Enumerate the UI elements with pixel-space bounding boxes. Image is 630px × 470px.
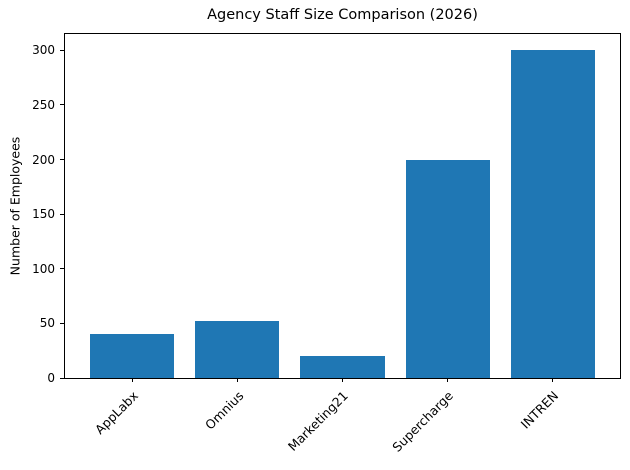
- y-tick-label: 250: [32, 97, 55, 112]
- y-tick-label: 300: [32, 43, 55, 58]
- y-tick-mark: [60, 159, 64, 161]
- y-tick-mark: [60, 377, 64, 379]
- x-tick-label: Omnius: [201, 388, 246, 433]
- bar-supercharge: [405, 159, 490, 378]
- bar-intren: [510, 50, 595, 378]
- x-tick-label: INTREN: [517, 388, 562, 432]
- bar-applabx: [90, 334, 175, 378]
- bar-omnius: [195, 321, 280, 378]
- y-tick-label: 200: [32, 152, 55, 167]
- x-tick-label: Supercharge: [389, 388, 457, 455]
- y-tick-label: 0: [47, 371, 55, 385]
- y-tick-label: 150: [32, 207, 55, 222]
- x-tick-mark: [236, 378, 238, 382]
- x-tick-label: Marketing21: [285, 388, 352, 454]
- y-axis-label: Number of Employees: [7, 136, 23, 276]
- x-tick-mark: [131, 378, 133, 382]
- x-tick-mark: [552, 378, 554, 382]
- y-tick-mark: [60, 268, 64, 270]
- chart-title: Agency Staff Size Comparison (2026): [207, 7, 478, 23]
- bar-marketing21: [300, 356, 385, 378]
- plot-area: 0 50 100 150 200 250 300 AppLabx Omnius Marketing…: [32, 33, 621, 455]
- x-tick-mark: [447, 378, 449, 382]
- y-tick-label: 100: [32, 261, 55, 276]
- x-tick-label: AppLabx: [91, 388, 141, 438]
- x-tick-mark: [342, 378, 343, 382]
- y-tick-mark: [60, 213, 64, 215]
- y-tick-mark: [60, 322, 64, 324]
- y-tick-mark: [60, 104, 64, 106]
- y-tick-mark: [60, 49, 64, 51]
- y-tick-label: 50: [39, 316, 55, 331]
